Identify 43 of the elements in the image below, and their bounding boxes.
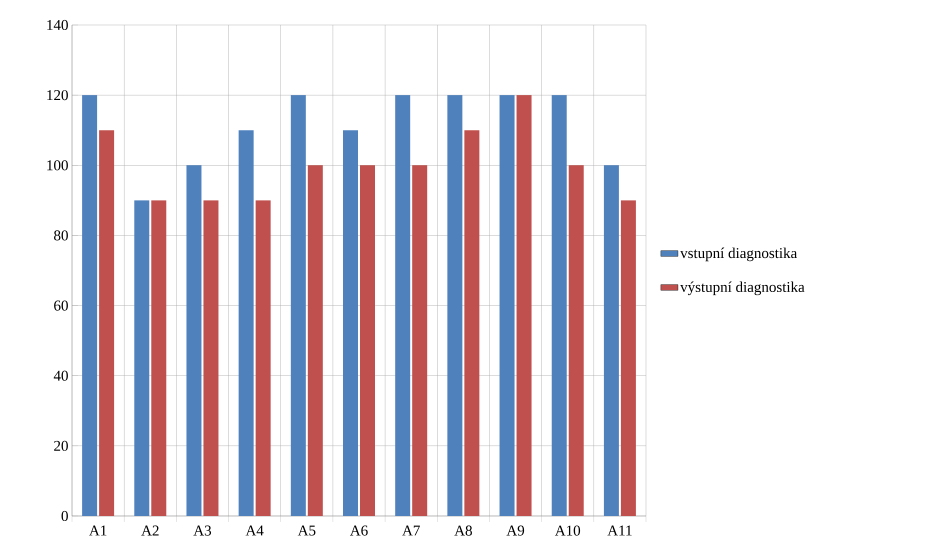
y-tick-label: 140 xyxy=(47,20,68,30)
bar xyxy=(620,200,636,516)
x-tick-label: A3 xyxy=(193,526,212,536)
y-tick-label: 0 xyxy=(62,510,68,522)
legend-label: vstupní diagnostika xyxy=(680,248,798,262)
x-tick-label: A4 xyxy=(246,526,264,536)
bar xyxy=(203,200,218,516)
bar xyxy=(238,130,254,516)
y-tick-label: 60 xyxy=(54,300,68,311)
x-tick-label: A10 xyxy=(554,526,580,536)
y-tick-label: 100 xyxy=(47,160,68,170)
bar xyxy=(151,200,166,516)
x-tick-label: A6 xyxy=(350,526,368,536)
bar xyxy=(343,130,358,516)
x-tick-label: A8 xyxy=(454,526,472,536)
legend-label: výstupní diagnostika xyxy=(680,281,805,296)
y-tick-label: 80 xyxy=(54,230,68,240)
y-tick-label: 20 xyxy=(54,440,68,451)
x-tick-label: A2 xyxy=(141,526,159,536)
bar xyxy=(552,95,567,516)
bar xyxy=(395,95,410,516)
x-tick-label: A5 xyxy=(298,526,316,536)
bar xyxy=(186,165,202,516)
bar xyxy=(516,95,532,516)
bar xyxy=(256,200,271,516)
bar xyxy=(447,95,462,516)
y-tick-label: 40 xyxy=(54,370,68,381)
bar xyxy=(360,165,376,516)
y-tick-label: 120 xyxy=(47,90,68,100)
bar xyxy=(290,95,306,516)
x-tick-label: A11 xyxy=(607,526,632,536)
bar xyxy=(308,165,323,516)
x-tick-label: A1 xyxy=(89,526,106,536)
bar xyxy=(412,165,428,516)
bar xyxy=(82,95,98,516)
bar xyxy=(500,95,515,516)
bar xyxy=(134,200,150,516)
bar xyxy=(99,130,114,516)
x-tick-label: A7 xyxy=(402,526,420,536)
x-tick-label: A9 xyxy=(506,526,524,536)
bar xyxy=(604,165,619,516)
bar xyxy=(568,165,584,516)
bar xyxy=(464,130,480,516)
